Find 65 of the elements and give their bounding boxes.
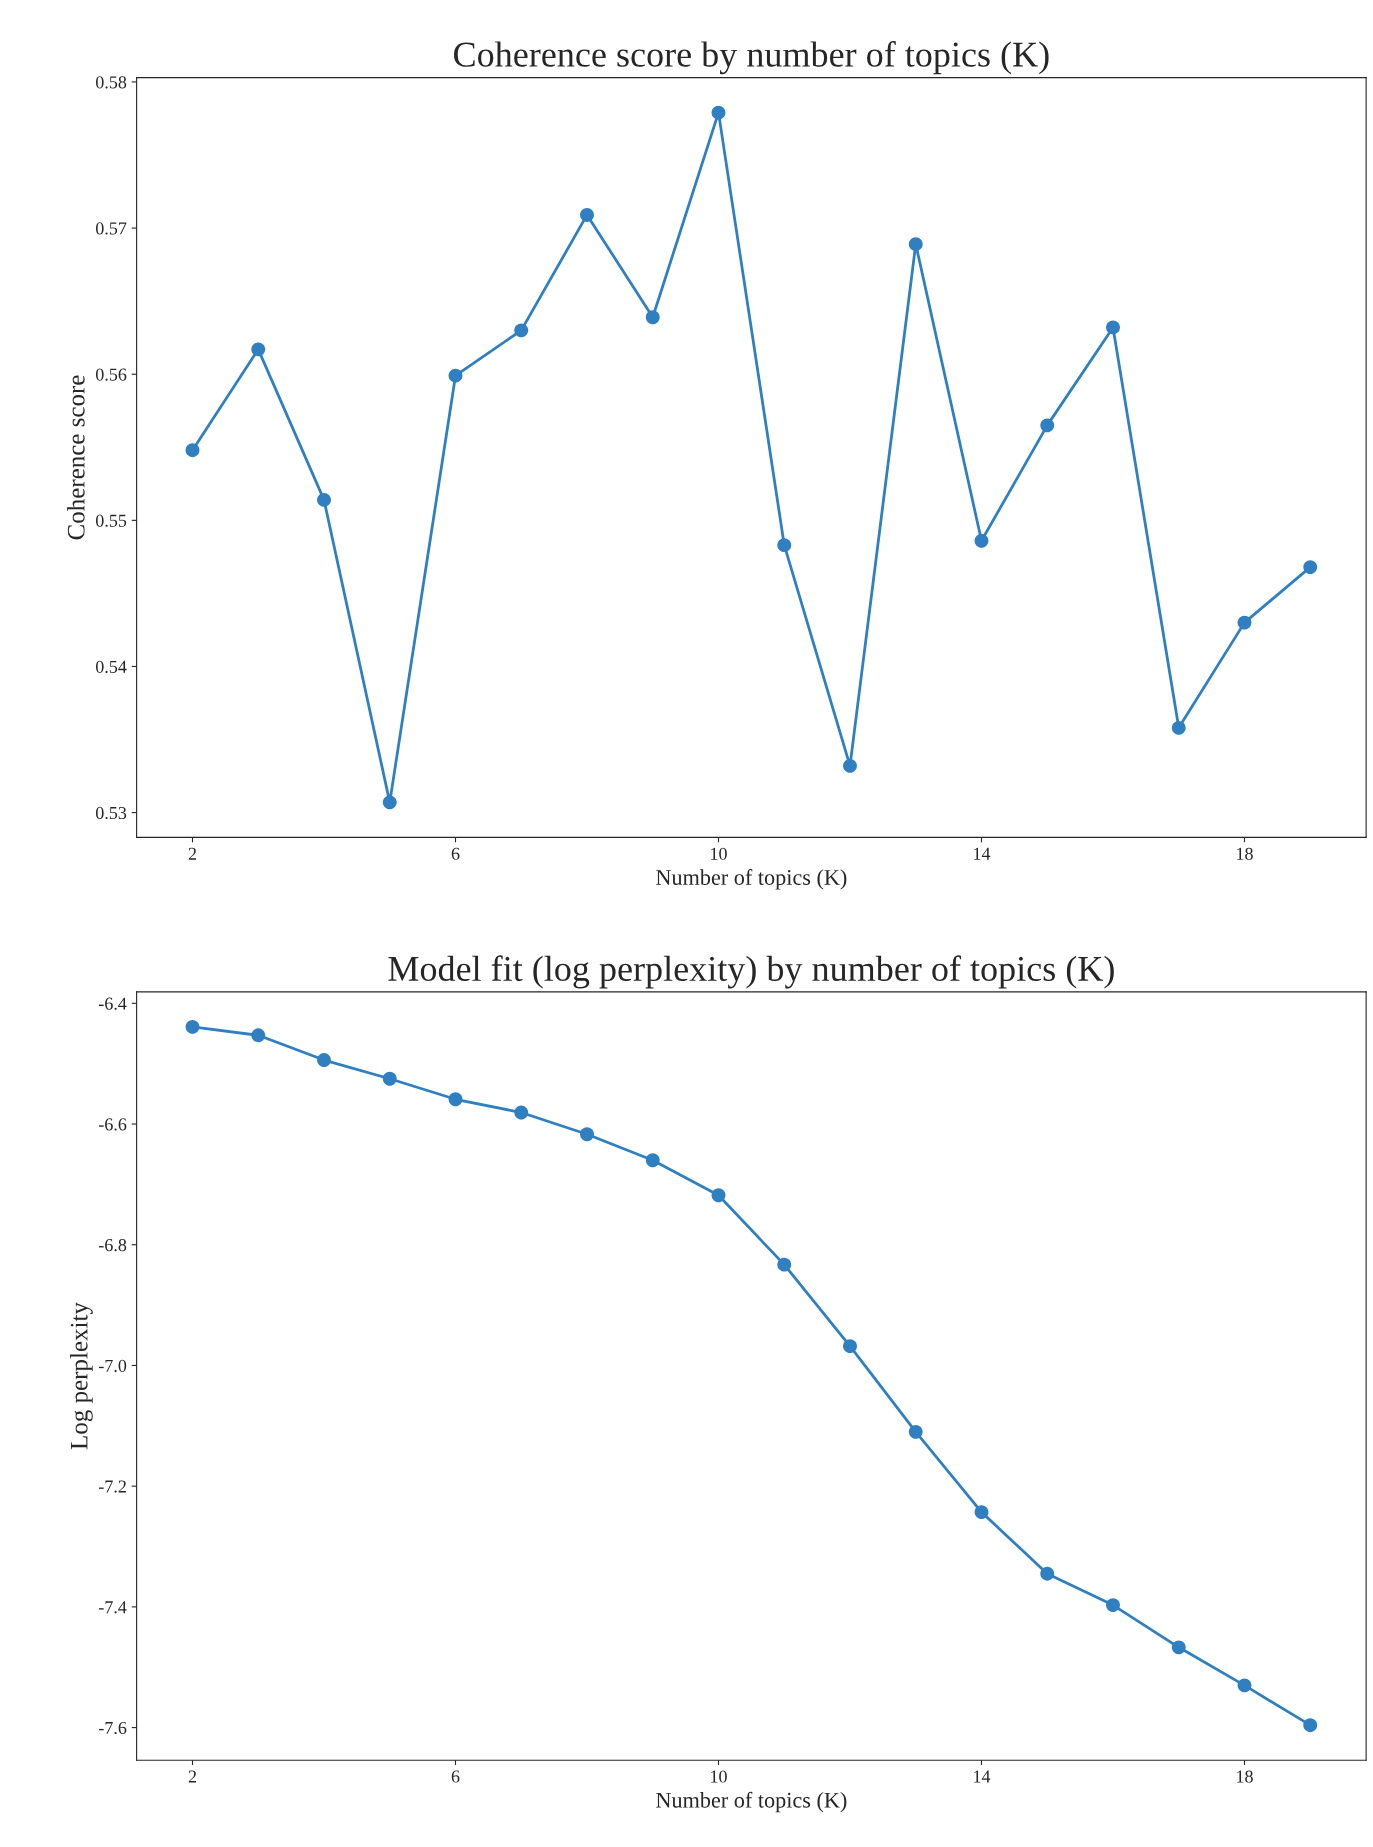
y-tick-label: -6.4 [98,997,127,1010]
point [317,492,331,507]
point [580,1127,594,1142]
point [1171,720,1186,735]
point [382,1071,397,1086]
y-tick-label: -7.0 [98,1359,127,1372]
point [777,1257,792,1272]
point [1171,1640,1186,1655]
point [843,758,857,773]
point [1237,1678,1252,1693]
x-tick-label: 18 [1237,847,1253,860]
point [317,1053,331,1067]
point [580,207,594,222]
point [1040,1566,1055,1581]
point [645,310,660,325]
x-tick-label: 2 [188,847,197,860]
y-tick-label: 0.54 [95,660,127,673]
y-tick-label: -7.4 [98,1601,127,1614]
x-tick-label: 6 [451,847,460,860]
point [974,1505,989,1520]
point [711,105,726,120]
point [908,237,923,252]
point [1106,1598,1120,1613]
chart-title: Model fit (log perplexity) by number of topics (K) [388,955,1114,989]
y-tick-label: -7.2 [98,1480,126,1493]
x-tick-label: 14 [974,1770,991,1783]
x-tick-label: 10 [711,847,727,860]
y-tick-label: -7.6 [98,1721,127,1735]
y-tick-label: -6.6 [98,1118,127,1131]
point [1303,1718,1318,1733]
x-tick-label: 2 [188,1770,197,1783]
y-tick-label: 0.58 [95,76,127,89]
x-tick-label: 14 [974,847,991,860]
point [185,1019,200,1034]
point [843,1339,857,1354]
y-tick-label: 0.53 [95,806,127,820]
point [1040,418,1055,433]
y-axis-title: Coherence score [67,375,85,540]
point [382,795,397,810]
x-axis-title: Number of topics (K) [656,1791,847,1813]
point [1303,560,1318,575]
point [777,538,792,553]
point [514,1105,529,1120]
x-tick-label: 18 [1237,1770,1253,1783]
point [1106,320,1120,335]
point [448,368,463,383]
point [448,1092,463,1107]
point [514,323,529,338]
y-tick-label: 0.55 [95,514,127,527]
y-tick-label: -6.8 [98,1238,127,1252]
point [974,533,989,548]
chart-title: Coherence score by number of topics (K) [454,41,1049,75]
x-axis-title: Number of topics (K) [656,869,847,890]
point [908,1424,923,1439]
y-tick-label: 0.56 [95,368,127,381]
point [251,342,266,357]
x-tick-label: 10 [711,1770,727,1783]
point [185,443,200,458]
y-tick-label: 0.57 [95,222,127,235]
point [645,1153,660,1168]
y-axis-title: Log perplexity [70,1302,93,1450]
point [1237,615,1252,630]
x-tick-label: 6 [451,1770,460,1783]
point [251,1028,266,1043]
point [711,1188,726,1203]
